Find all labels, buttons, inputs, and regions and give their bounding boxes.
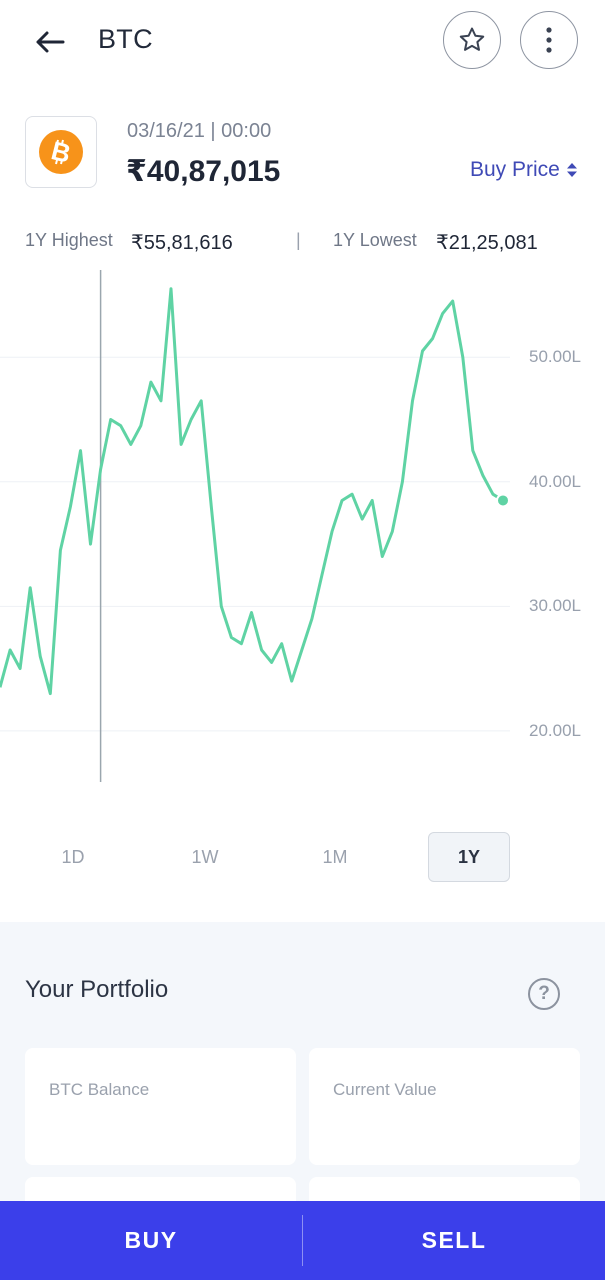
y-axis-label: 50.00L: [529, 347, 581, 367]
timeframe-tab-1m[interactable]: 1M: [322, 846, 348, 867]
current-value-label: Current Value: [333, 1080, 437, 1099]
high-value: ₹55,81,616: [131, 232, 233, 254]
coin-logo: B: [25, 116, 97, 188]
btc-balance-card: BTC Balance: [25, 1048, 296, 1165]
low-value: ₹21,25,081: [436, 232, 538, 254]
action-bar: BUY SELL: [0, 1201, 605, 1280]
question-circle-icon[interactable]: ?: [528, 978, 560, 1010]
current-price: ₹40,87,015: [126, 155, 281, 188]
low-label: 1Y Lowest: [333, 230, 417, 250]
y-axis-label: 30.00L: [529, 596, 581, 616]
btc-balance-label: BTC Balance: [49, 1080, 150, 1099]
bitcoin-icon: B: [39, 130, 83, 174]
timeframe-tab-1y[interactable]: 1Y: [428, 832, 510, 882]
action-divider: [302, 1215, 303, 1266]
portfolio-title: Your Portfolio: [25, 976, 169, 1003]
price-type-label: Buy Price: [470, 158, 560, 181]
sell-button[interactable]: SELL: [421, 1227, 487, 1253]
y-axis-label: 40.00L: [529, 471, 581, 491]
y-axis-label: 20.00L: [529, 720, 581, 740]
price-timestamp: 03/16/21 | 00:00: [127, 120, 272, 142]
arrow-left-icon: [36, 31, 65, 53]
price-line: [0, 287, 504, 696]
timeframe-tab-1d[interactable]: 1D: [61, 846, 85, 867]
buy-button[interactable]: BUY: [124, 1227, 178, 1253]
sort-updown-icon: [566, 163, 577, 177]
price-type-selector[interactable]: Buy Price: [470, 158, 578, 182]
timeframe-tab-1w[interactable]: 1W: [191, 846, 219, 867]
current-value-card: Current Value: [309, 1048, 580, 1165]
latest-price-point: [496, 493, 510, 508]
more-options-button[interactable]: [520, 11, 578, 69]
price-chart[interactable]: [0, 0, 605, 800]
high-label: 1Y Highest: [25, 230, 113, 250]
watchlist-star-button[interactable]: [443, 11, 501, 69]
back-button[interactable]: [22, 20, 78, 64]
range-separator: |: [296, 230, 301, 250]
page-title: BTC: [98, 24, 153, 54]
more-vertical-icon: [546, 27, 552, 53]
star-outline-icon: [459, 27, 485, 51]
